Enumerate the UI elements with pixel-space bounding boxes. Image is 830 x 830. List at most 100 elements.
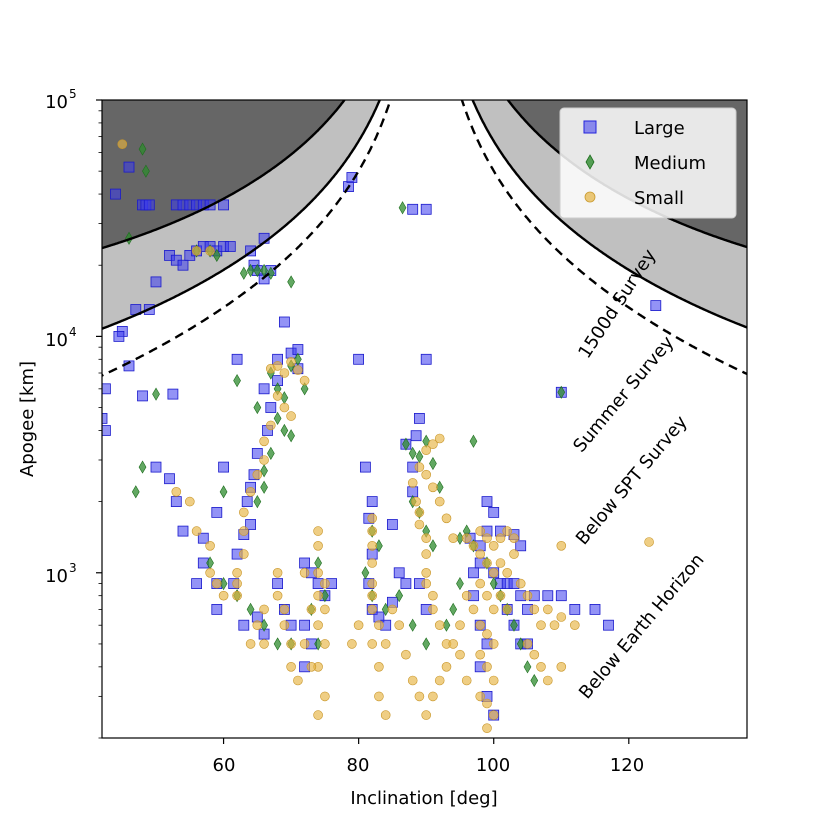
point-large-82 bbox=[299, 557, 311, 569]
point-medium-29 bbox=[260, 480, 268, 494]
point-medium-57 bbox=[246, 602, 255, 616]
point-large-104 bbox=[211, 604, 223, 615]
point-small-88 bbox=[421, 567, 432, 578]
point-small-12 bbox=[265, 420, 276, 431]
point-large-63 bbox=[413, 412, 425, 424]
point-small-28 bbox=[313, 620, 323, 631]
point-small-97 bbox=[421, 469, 432, 480]
point-small-63 bbox=[374, 620, 384, 631]
point-small-23 bbox=[313, 540, 323, 551]
point-small-98 bbox=[428, 482, 438, 493]
point-small-131 bbox=[515, 578, 526, 589]
point-large-34 bbox=[102, 383, 111, 395]
point-small-53 bbox=[185, 496, 195, 507]
point-medium-74 bbox=[557, 385, 566, 399]
point-small-96 bbox=[414, 462, 425, 472]
point-large-64 bbox=[410, 430, 422, 442]
point-small-112 bbox=[488, 567, 499, 578]
point-small-110 bbox=[475, 549, 486, 559]
point-small-91 bbox=[428, 604, 438, 615]
point-small-7 bbox=[293, 365, 303, 375]
point-small-109 bbox=[509, 533, 519, 544]
point-small-101 bbox=[448, 533, 459, 544]
point-small-45 bbox=[259, 639, 269, 649]
point-small-130 bbox=[482, 723, 492, 734]
point-small-61 bbox=[367, 590, 378, 601]
point-small-106 bbox=[488, 540, 499, 551]
point-small-76 bbox=[434, 675, 445, 686]
point-medium-30 bbox=[253, 495, 262, 509]
1500d-survey-boundary-left bbox=[102, 100, 392, 377]
point-small-25 bbox=[320, 578, 330, 589]
point-small-73 bbox=[414, 691, 425, 702]
point-small-43 bbox=[293, 675, 303, 686]
point-small-37 bbox=[272, 567, 283, 578]
point-small-56 bbox=[367, 513, 378, 524]
point-small-48 bbox=[218, 590, 229, 601]
point-small-20 bbox=[232, 567, 242, 578]
point-small-113 bbox=[495, 558, 506, 568]
point-small-149 bbox=[644, 537, 654, 547]
point-small-14 bbox=[259, 455, 269, 465]
point-medium-22 bbox=[294, 352, 302, 366]
point-medium-17 bbox=[253, 400, 262, 415]
point-small-114 bbox=[502, 567, 513, 578]
y-axis-label: Apogee [km] bbox=[17, 361, 38, 477]
point-small-117 bbox=[482, 590, 492, 601]
point-small-142 bbox=[542, 675, 553, 686]
point-medium-76 bbox=[456, 531, 464, 545]
point-small-147 bbox=[448, 639, 459, 649]
point-small-99 bbox=[434, 496, 445, 507]
point-large-102 bbox=[197, 532, 209, 544]
axis-ticks bbox=[96, 99, 630, 744]
point-large-52 bbox=[241, 496, 253, 508]
point-small-70 bbox=[394, 620, 405, 631]
point-small-108 bbox=[502, 526, 513, 536]
point-medium-15 bbox=[219, 485, 228, 499]
point-small-16 bbox=[245, 486, 256, 497]
point-medium-32 bbox=[402, 437, 410, 451]
point-medium-24 bbox=[273, 411, 282, 425]
point-small-19 bbox=[239, 549, 249, 559]
point-small-27 bbox=[320, 604, 330, 615]
point-medium-47 bbox=[361, 566, 370, 580]
point-small-123 bbox=[488, 639, 499, 649]
y-tick-label-100000: 10 5 bbox=[45, 87, 77, 113]
x-tick-label-80: 80 bbox=[347, 755, 370, 776]
point-small-122 bbox=[482, 629, 492, 639]
point-large-60 bbox=[420, 203, 432, 215]
point-medium-68 bbox=[516, 637, 525, 651]
point-small-115 bbox=[509, 549, 519, 559]
x-tick-label-100: 100 bbox=[476, 755, 510, 776]
point-medium-26 bbox=[287, 429, 295, 443]
point-large-46 bbox=[258, 383, 270, 395]
y-tick-label-10000: 10 4 bbox=[45, 325, 77, 351]
point-small-38 bbox=[272, 590, 283, 601]
point-medium-70 bbox=[530, 673, 539, 688]
point-large-36 bbox=[102, 425, 111, 436]
point-medium-16 bbox=[233, 374, 241, 388]
point-small-65 bbox=[374, 661, 384, 672]
point-large-124 bbox=[603, 619, 614, 631]
data-markers bbox=[102, 139, 662, 734]
point-small-78 bbox=[455, 649, 465, 660]
y-tick-exponent: 4 bbox=[69, 325, 77, 339]
point-large-4 bbox=[143, 199, 155, 211]
point-small-93 bbox=[434, 433, 445, 444]
point-large-0 bbox=[110, 188, 121, 200]
point-small-15 bbox=[252, 469, 263, 480]
point-small-133 bbox=[529, 604, 540, 615]
point-small-86 bbox=[421, 533, 432, 544]
point-large-53 bbox=[245, 519, 257, 530]
point-small-9 bbox=[272, 391, 283, 401]
point-small-54 bbox=[171, 486, 182, 497]
point-large-59 bbox=[407, 203, 419, 215]
point-medium-11 bbox=[287, 275, 295, 289]
point-large-135 bbox=[650, 300, 662, 312]
point-large-47 bbox=[265, 402, 277, 413]
point-small-60 bbox=[367, 578, 378, 589]
point-large-74 bbox=[366, 496, 378, 508]
point-small-5 bbox=[279, 368, 290, 378]
point-medium-7 bbox=[246, 263, 255, 278]
point-small-13 bbox=[259, 436, 269, 447]
